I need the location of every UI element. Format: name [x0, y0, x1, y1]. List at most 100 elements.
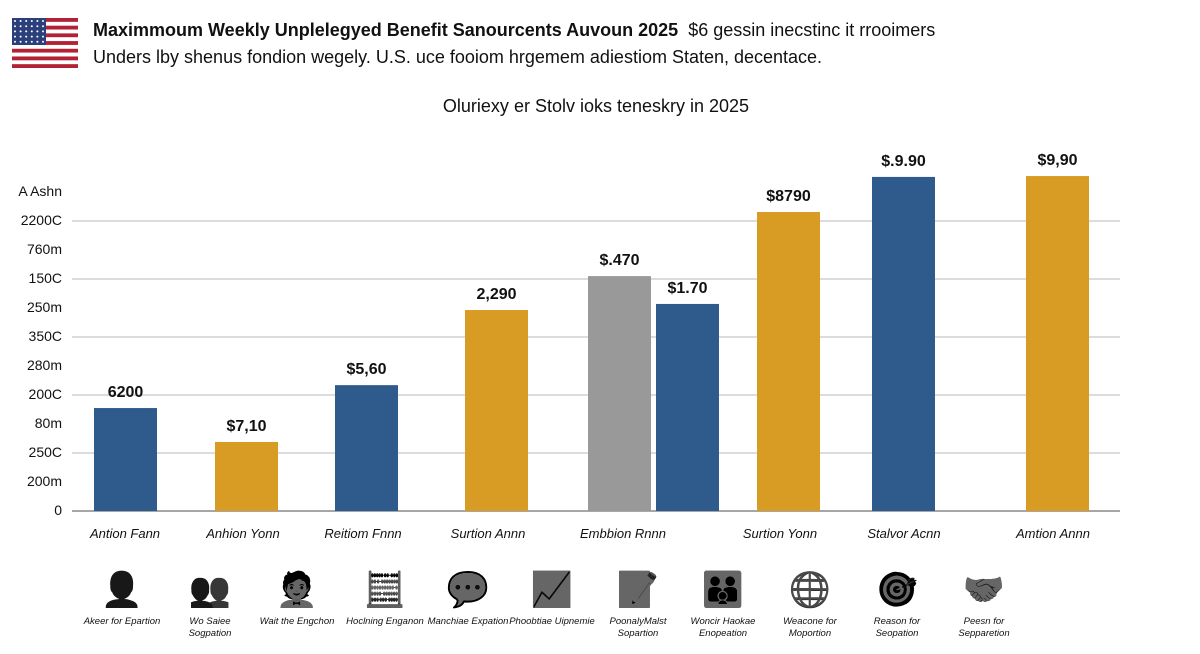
- bar: [872, 176, 935, 512]
- icon-caption: Phoobtiae Uipnemie: [509, 616, 595, 627]
- x-tick-label: Antion Fann: [89, 526, 160, 541]
- y-tick-label: 250m: [27, 299, 62, 315]
- title-rest: $6 gessin inecstinc it rrooimers: [688, 20, 936, 40]
- flag-star: [14, 25, 16, 28]
- icon-caption: Akeer for Epartion: [83, 616, 161, 627]
- target-icon: 🎯: [875, 571, 919, 609]
- bar: [588, 276, 651, 511]
- flag-star: [25, 40, 28, 43]
- flag-star: [30, 35, 33, 38]
- chat-bubbles-icon: 💬: [446, 571, 490, 609]
- flag-star: [30, 30, 33, 33]
- flag-stripe: [12, 44, 78, 49]
- flag-star: [42, 40, 44, 43]
- meeting-icon: 🧑‍💼: [275, 571, 319, 609]
- icon-caption: Hoclning Enganon: [346, 616, 424, 627]
- flag-star: [36, 20, 39, 22]
- x-tick-label: Reitiom Fnnn: [324, 526, 401, 541]
- flag-stripe: [12, 52, 78, 57]
- icon-item: 🌐 Weacone for Moportion: [767, 568, 853, 640]
- icon-caption: PoonalyMalst Sopartion: [609, 616, 667, 639]
- handshake-icon: 🤝: [962, 571, 1006, 609]
- flag-star: [36, 35, 39, 38]
- x-tick-label: Surtion Yonn: [743, 526, 817, 541]
- page-subtitle: Unders lby shenus fondion wegely. U.S. u…: [93, 47, 823, 67]
- data-label: $9,90: [1037, 152, 1077, 169]
- title-main: Maximmoum Weekly Unplelegyed Benefit San…: [93, 20, 679, 40]
- flag-stripe: [12, 60, 78, 65]
- y-axis-label: A Ashn: [18, 183, 62, 199]
- y-tick-label: 200m: [27, 473, 62, 489]
- us-flag-icon: [12, 18, 78, 68]
- bar-chart: A Ashn 2200C 760m 150C 250m 350C 280m 200C 80m 25…: [18, 152, 1120, 541]
- flag-star: [14, 30, 16, 33]
- flag-star: [19, 20, 22, 22]
- y-tick-label: 760m: [27, 241, 62, 257]
- flag-star: [25, 25, 28, 28]
- monitor-chart-icon: 📈: [530, 571, 574, 609]
- flag-stripe: [12, 56, 78, 61]
- flag-star: [42, 35, 44, 38]
- flag-star: [19, 25, 22, 28]
- globe-icon: 🌐: [788, 571, 832, 609]
- calculator-icon: 🧮: [363, 571, 407, 609]
- y-tick-label: 280m: [27, 357, 62, 373]
- flag-star: [25, 20, 28, 22]
- flag-star: [14, 20, 16, 22]
- bar: [656, 303, 719, 511]
- flag-star: [14, 35, 16, 38]
- group-icon: 👥: [188, 571, 232, 609]
- flag-star: [25, 30, 28, 33]
- y-tick-label: 2200C: [21, 212, 62, 228]
- y-tick-label: 350C: [29, 328, 62, 344]
- bar: [335, 385, 398, 511]
- flag-star: [42, 30, 44, 33]
- icon-item: 🧮 Hoclning Enganon: [342, 568, 428, 628]
- icon-item: 👥 Wo Saiee Sogpation: [167, 568, 253, 640]
- bar: [1026, 176, 1089, 512]
- flag-stripe: [12, 48, 78, 53]
- team-icon: 👪: [701, 571, 745, 609]
- chart-title: Oluriexy er Stolv ioks teneskry in 2025: [442, 96, 750, 116]
- flag-star: [36, 30, 39, 33]
- bar: [94, 408, 157, 511]
- flag-star: [19, 40, 22, 43]
- icon-item: 🎯 Reason for Seopation: [854, 568, 940, 640]
- icon-item: 🤝 Peesn for Sepparetion: [941, 568, 1027, 640]
- bar: [465, 310, 528, 511]
- data-label: $7,10: [226, 418, 266, 435]
- icon-item: 👪 Woncir Haokae Enopeation: [680, 568, 766, 640]
- x-tick-label: Amtion Annn: [1015, 526, 1090, 541]
- icon-caption: Wo Saiee Sogpation: [188, 616, 232, 639]
- flag-star: [36, 25, 39, 28]
- y-tick-label: 80m: [35, 415, 62, 431]
- x-tick-label: Surtion Annn: [451, 526, 526, 541]
- icon-item: 🧑‍💼 Wait the Engchon: [254, 568, 340, 628]
- icon-item: 📈 Phoobtiae Uipnemie: [509, 568, 595, 628]
- flag-star: [42, 20, 44, 22]
- icon-caption: Peesn for Sepparetion: [958, 616, 1010, 639]
- flag-star: [25, 35, 28, 38]
- flag-star: [14, 40, 16, 43]
- flag-star: [19, 30, 22, 33]
- y-tick-label: 0: [54, 502, 62, 518]
- data-label: $5,60: [346, 361, 386, 378]
- icon-caption: Woncir Haokae Enopeation: [690, 616, 756, 639]
- flag-star: [30, 20, 33, 22]
- data-label: $1.70: [667, 280, 707, 297]
- flag-stripe: [12, 64, 78, 68]
- y-tick-label: 150C: [29, 270, 62, 286]
- x-tick-label: Anhion Yonn: [205, 526, 280, 541]
- flag-star: [19, 35, 22, 38]
- data-label: $8790: [766, 188, 811, 205]
- icon-caption: Manchiae Expation: [427, 616, 509, 627]
- flag-star: [36, 40, 39, 43]
- y-tick-label: 250C: [29, 444, 62, 460]
- flag-star: [30, 40, 33, 43]
- icon-caption: Reason for Seopation: [873, 616, 921, 639]
- page-title: Maximmoum Weekly Unplelegyed Benefit San…: [93, 20, 935, 41]
- flag-star: [30, 25, 33, 28]
- flag-star: [42, 25, 44, 28]
- data-label: 2,290: [476, 286, 516, 303]
- data-label: $.470: [599, 252, 639, 269]
